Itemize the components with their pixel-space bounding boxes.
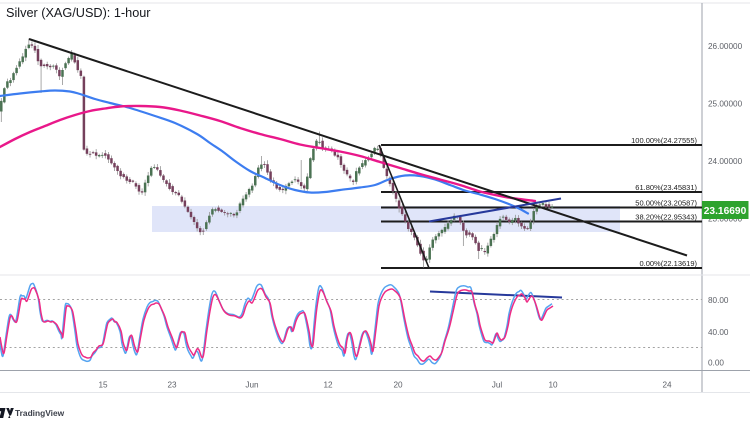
svg-text:40.00: 40.00: [708, 328, 729, 337]
svg-text:61.80%(23.45831): 61.80%(23.45831): [635, 183, 697, 192]
svg-text:24.00000: 24.00000: [708, 157, 743, 166]
svg-text:24: 24: [662, 381, 672, 390]
svg-text:Jun: Jun: [245, 381, 259, 390]
svg-text:12: 12: [323, 381, 333, 390]
svg-text:26.00000: 26.00000: [708, 42, 743, 51]
svg-text:80.00: 80.00: [708, 296, 729, 305]
svg-text:15: 15: [98, 381, 108, 390]
svg-text:0.00: 0.00: [708, 359, 724, 368]
svg-text:38.20%(22.95343): 38.20%(22.95343): [635, 212, 697, 221]
svg-text:23: 23: [167, 381, 177, 390]
svg-text:Silver (XAG/USD): 1-hour: Silver (XAG/USD): 1-hour: [6, 6, 151, 20]
svg-text:23.16690: 23.16690: [704, 206, 747, 217]
svg-text:Jul: Jul: [492, 381, 503, 390]
svg-text:50.00%(23.20587): 50.00%(23.20587): [635, 198, 697, 207]
svg-text:10: 10: [548, 381, 558, 390]
svg-text:20: 20: [393, 381, 403, 390]
svg-text:TradingView: TradingView: [15, 408, 65, 418]
svg-text:100.00%(24.27555): 100.00%(24.27555): [631, 136, 697, 145]
svg-text:0.00%(22.13619): 0.00%(22.13619): [639, 259, 697, 268]
svg-text:25.00000: 25.00000: [708, 99, 743, 108]
